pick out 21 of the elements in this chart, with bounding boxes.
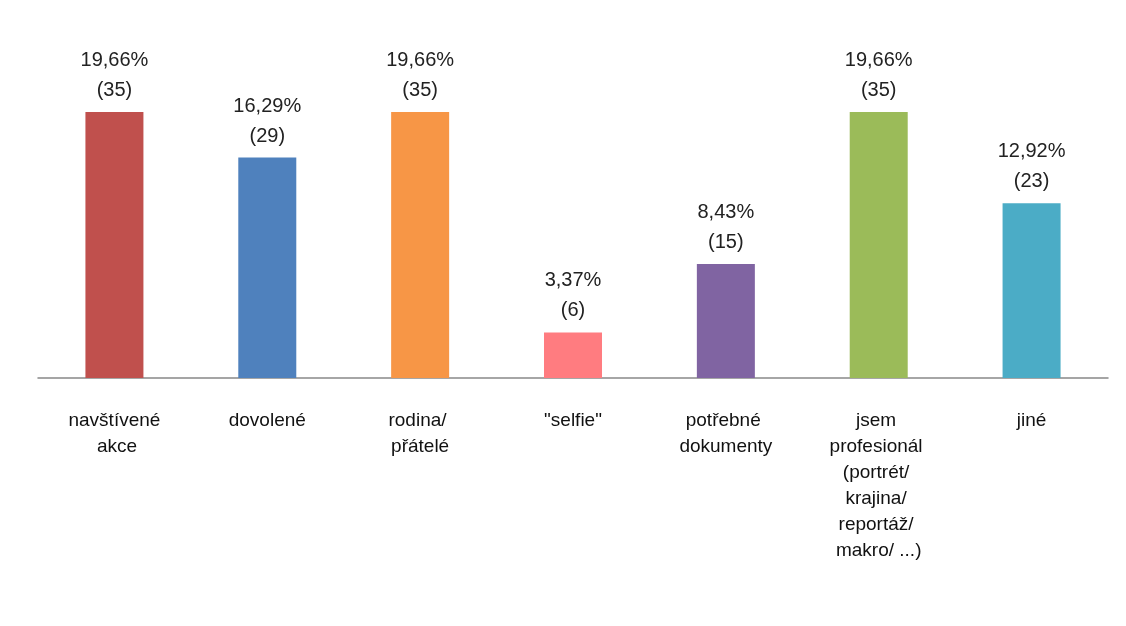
- x-tick-label: rodina/ přátelé: [388, 408, 452, 456]
- data-label: 19,66% (35): [386, 48, 455, 100]
- data-label: 19,66% (35): [80, 48, 149, 100]
- data-label: 12,92% (23): [997, 139, 1066, 192]
- bar: [85, 112, 144, 378]
- x-tick-label: "selfie": [544, 408, 602, 430]
- data-label: 16,29% (29): [233, 93, 302, 146]
- bar: [696, 264, 755, 378]
- bar: [1002, 203, 1061, 378]
- data-label: 8,43% (15): [697, 200, 755, 252]
- data-label: 3,37% (6): [544, 268, 602, 321]
- data-label: 19,66% (35): [844, 48, 913, 100]
- x-tick-label: navštívené akce: [68, 408, 161, 456]
- x-tick-label: jiné: [1015, 408, 1047, 430]
- bar: [238, 157, 297, 378]
- x-tick-label: potřebné dokumenty: [679, 408, 773, 456]
- bar: [391, 112, 450, 378]
- x-tick-label: dovolené: [228, 408, 306, 430]
- bar: [849, 112, 908, 378]
- bar: [544, 332, 602, 378]
- x-tick-label: jsem profesionál (portrét/ krajina/ reportáž/ makro/ ...): [829, 408, 928, 560]
